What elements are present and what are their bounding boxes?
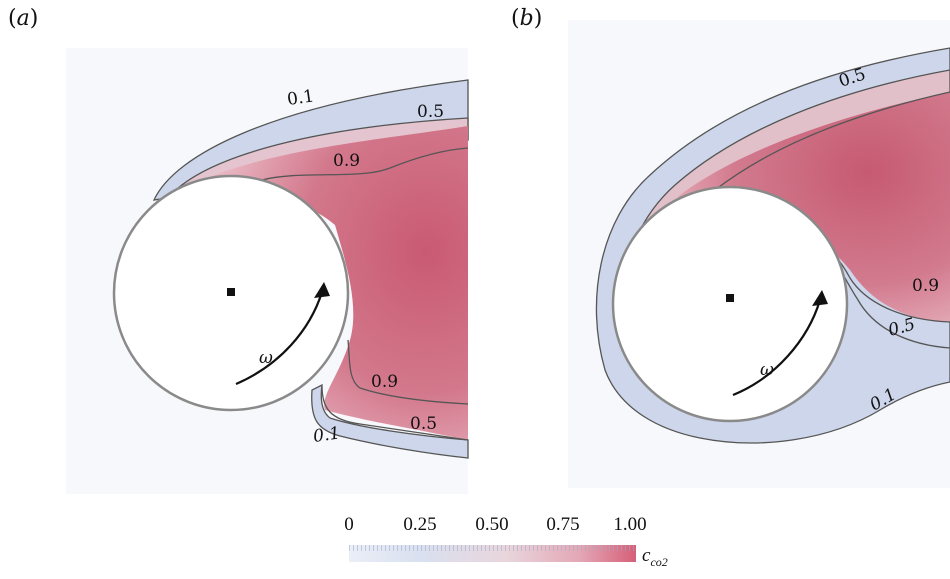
panel-b-region-red (674, 92, 950, 322)
panel-b-arrow-head (812, 290, 828, 306)
colorbar-tick-0: 0 (344, 514, 354, 535)
panel-b-cylinder (611, 185, 849, 423)
panel-a-omega: ω (259, 348, 273, 368)
colorbar-tick-025: 0.25 (403, 514, 437, 535)
panel-a-label-05-top: 0.5 (417, 102, 444, 122)
colorbar-variable-label: cco2 (642, 545, 668, 569)
colorbar-tick-075: 0.75 (546, 514, 580, 535)
panel-b-label: (b) (511, 6, 543, 31)
panel-a-contour-09-lower (347, 339, 469, 405)
panel-a-arrow-head (314, 282, 330, 298)
panel-b-plot: ω 0.5 0.9 0.5 0.1 (568, 20, 950, 488)
panel-a-axis-marker (227, 288, 235, 296)
panel-b-omega: ω (760, 360, 774, 380)
panel-a-rotation-arrow (235, 291, 324, 386)
panel-a-label-01-top: 0.1 (286, 86, 316, 110)
panel-a-label: (a) (8, 6, 39, 31)
panel-a-region-red (190, 126, 468, 440)
panel-a-plot: ω 0.1 0.5 0.9 0.9 0.5 0.1 (66, 48, 469, 494)
panel-b-label-09: 0.9 (912, 276, 939, 296)
panel-a-label-05-bottom: 0.5 (410, 414, 437, 434)
panel-a-contour-05-lower (321, 385, 469, 441)
panel-b-axis-marker (726, 294, 734, 302)
panel-a-label-01-bottom: 0.1 (312, 423, 342, 447)
colorbar-minor-ticks (349, 545, 636, 551)
panel-a-label-09-bottom: 0.9 (371, 372, 398, 392)
panel-a-contour-09-upper (261, 147, 469, 181)
panel-a-label-09-top: 0.9 (333, 151, 360, 171)
colorbar-tick-050: 0.50 (475, 514, 509, 535)
colorbar-tick-100: 1.00 (613, 514, 647, 535)
panel-a-region-lower-bands (311, 383, 469, 459)
panel-b-rotation-arrow (732, 299, 822, 397)
